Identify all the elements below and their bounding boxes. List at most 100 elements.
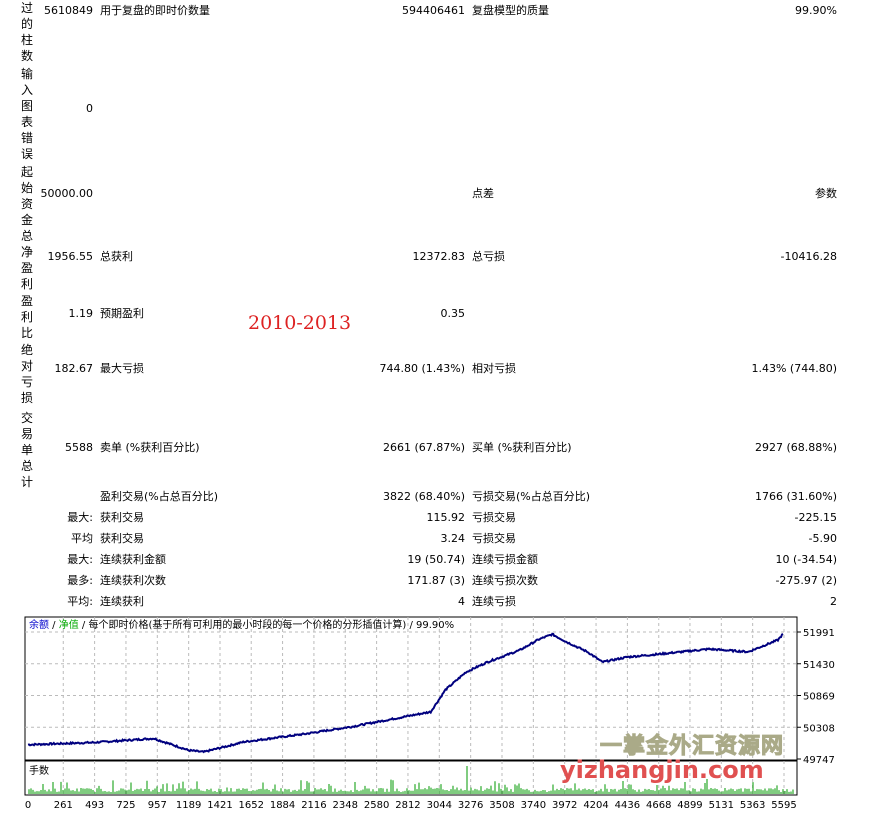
stat-value: -5.90 — [808, 532, 837, 545]
x-tick-label: 1189 — [176, 800, 201, 811]
x-tick-label: 5131 — [709, 800, 734, 811]
stat-label: 用于复盘的即时价数量 — [100, 4, 210, 17]
x-tick-label: 2812 — [395, 800, 420, 811]
balance-chart: 0 261 493 725 957 1189 1421 1652 1884 2116 2348 258… — [24, 616, 835, 811]
x-tick-label: 2348 — [333, 800, 358, 811]
stat-value: 744.80 (1.43%) — [379, 362, 465, 375]
stat-value: -225.15 — [794, 511, 837, 524]
stat-prefix: 最大: — [67, 553, 93, 566]
x-tick-label: 5595 — [771, 800, 796, 811]
stat-label: 总亏损 — [472, 250, 505, 263]
stat-label: 预期盈利 — [100, 307, 144, 320]
x-tick-label: 3740 — [521, 800, 546, 811]
y-tick-label: 50869 — [803, 692, 835, 703]
y-tick-label: 51430 — [803, 660, 835, 671]
x-tick-label: 2580 — [364, 800, 389, 811]
stat-value: 1766 (31.60%) — [754, 490, 837, 503]
stat-value: 2 — [830, 595, 837, 608]
x-tick-label: 261 — [54, 800, 73, 811]
legend-balance: 余额 — [29, 618, 49, 631]
stat-value: 4 — [458, 595, 465, 608]
x-tick-label: 725 — [116, 800, 135, 811]
stat-label: 连续亏损次数 — [472, 574, 538, 587]
row-value: 1956.55 — [47, 250, 94, 263]
x-tick-label: 5363 — [740, 800, 765, 811]
balance-line — [27, 632, 784, 754]
watermark-cn: 一掌金外汇资源网 — [599, 734, 785, 760]
stat-label: 最大亏损 — [100, 362, 144, 375]
row-section-label: 总净盈利 — [21, 229, 34, 291]
stat-label: 亏损交易 — [472, 532, 516, 545]
stat-value: -10416.28 — [780, 250, 837, 263]
stat-value: 115.92 — [426, 511, 466, 524]
x-tick-label: 1421 — [207, 800, 232, 811]
stat-label: 点差 — [472, 187, 494, 200]
x-tick-label: 4668 — [646, 800, 671, 811]
stat-prefix: 平均: — [67, 595, 93, 608]
stat-label: 总获利 — [100, 250, 133, 263]
stat-value: 2927 (68.88%) — [754, 441, 837, 454]
row-section-label: 盈利比 — [21, 294, 34, 340]
stat-prefix: 平均 — [71, 532, 93, 545]
stat-value: 3.24 — [440, 532, 466, 545]
row-value: 1.19 — [68, 307, 94, 320]
stat-label: 盈利交易(%占总百分比) — [100, 490, 219, 503]
x-tick-label: 957 — [148, 800, 167, 811]
x-tick-label: 3044 — [427, 800, 452, 811]
stat-prefix: 最多: — [67, 574, 93, 587]
x-tick-label: 1652 — [238, 800, 263, 811]
x-tick-label: 3276 — [458, 800, 483, 811]
y-tick-label: 50308 — [803, 723, 835, 734]
row-value: 5588 — [65, 441, 93, 454]
row-section-label: 起始资金 — [21, 165, 34, 227]
x-tick-label: 4899 — [677, 800, 702, 811]
x-tick-label: 0 — [25, 800, 31, 811]
stat-label: 亏损交易 — [472, 511, 516, 524]
stat-value: 1.43% (744.80) — [751, 362, 837, 375]
stat-label: 获利交易 — [100, 532, 144, 545]
date-range-stamp: 2010-2013 — [248, 312, 352, 334]
watermark-url: yizhangjin.com — [560, 756, 764, 784]
row-value: 0 — [86, 102, 93, 115]
stat-label: 连续获利 — [100, 595, 144, 608]
stat-label: 连续获利次数 — [100, 574, 166, 587]
stat-value: 3822 (68.40%) — [382, 490, 465, 503]
volume-frame — [24, 760, 798, 796]
stat-value: 参数 — [815, 187, 837, 200]
x-tick-label: 2116 — [301, 800, 326, 811]
x-tick-label: 3972 — [552, 800, 577, 811]
stat-value: 10 (-34.54) — [775, 553, 837, 566]
row-section-label: 绝对亏损 — [21, 343, 34, 405]
legend-mode: / 每个即时价格(基于所有可利用的最小时段的每一个价格的分形插值计算) / 99… — [79, 618, 454, 631]
stat-value: 99.90% — [795, 4, 837, 17]
row-section-label: 过的柱数 — [21, 1, 34, 63]
stat-value: 2661 (67.87%) — [382, 441, 465, 454]
stat-label: 复盘模型的质量 — [472, 4, 549, 17]
stat-value: 171.87 (3) — [407, 574, 465, 587]
x-tick-label: 3508 — [489, 800, 514, 811]
stat-label: 相对亏损 — [472, 362, 516, 375]
stat-label: 连续亏损金额 — [472, 553, 538, 566]
y-tick-label: 51991 — [803, 628, 835, 639]
chart-legend: 余额 / 净值 / 每个即时价格(基于所有可利用的最小时段的每一个价格的分形插值… — [29, 618, 454, 631]
stat-prefix: 最大: — [67, 511, 93, 524]
stat-label: 卖单 (%获利百分比) — [100, 441, 200, 454]
chart-frame — [24, 616, 798, 761]
sep: / — [49, 620, 59, 631]
row-section-label: 交易单总计 — [21, 411, 34, 489]
stat-value: 12372.83 — [412, 250, 466, 263]
row-value: 50000.00 — [40, 187, 94, 200]
stat-label: 获利交易 — [100, 511, 144, 524]
row-section-label: 输入图表错误 — [21, 67, 34, 161]
row-value: 182.67 — [54, 362, 94, 375]
x-tick-label: 1884 — [270, 800, 295, 811]
row-value: 5610849 — [44, 4, 93, 17]
stat-label: 连续亏损 — [472, 595, 516, 608]
stat-value: 19 (50.74) — [407, 553, 465, 566]
stat-value: -275.97 (2) — [775, 574, 837, 587]
stat-value: 0.35 — [440, 307, 466, 320]
stat-label: 连续获利金额 — [100, 553, 166, 566]
stat-label: 买单 (%获利百分比) — [472, 441, 572, 454]
x-tick-label: 493 — [85, 800, 104, 811]
